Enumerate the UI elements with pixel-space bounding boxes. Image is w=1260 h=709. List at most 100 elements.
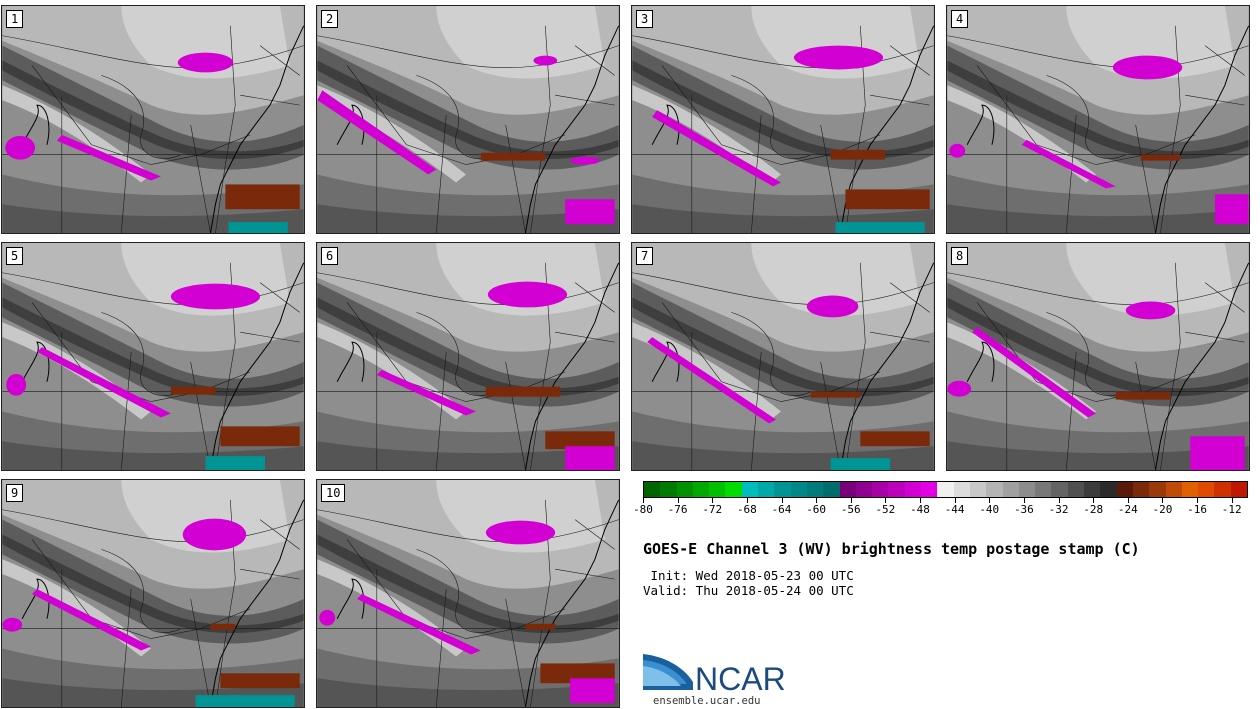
colorbar-tick [1231, 498, 1233, 503]
colorbar-swatch [758, 482, 775, 497]
map-panel-10: 10 [316, 479, 620, 708]
colorbar-swatch [1116, 482, 1133, 497]
colorbar-tick-label: -72 [702, 503, 723, 516]
map-panel-2: 2 [316, 5, 620, 234]
colorbar-tick [850, 498, 852, 503]
colorbar-tick [816, 498, 818, 503]
map-panel-1: 1 [1, 5, 305, 234]
panel-number: 3 [636, 10, 654, 28]
colorbar-swatch [823, 482, 840, 497]
ncar-logo: NCAR [643, 654, 786, 697]
colorbar-swatch [774, 482, 791, 497]
product-title: GOES-E Channel 3 (WV) brightness temp po… [643, 540, 1140, 558]
map-image [632, 6, 934, 233]
map-image [317, 480, 619, 707]
colorbar-tick-label: -64 [771, 503, 792, 516]
colorbar-tick [746, 498, 748, 503]
colorbar-swatch [676, 482, 693, 497]
colorbar-tick-label: -24 [1117, 503, 1138, 516]
colorbar-swatch [660, 482, 677, 497]
colorbar-swatch [1165, 482, 1182, 497]
colorbar-tick-label: -76 [667, 503, 688, 516]
colorbar-swatch [953, 482, 970, 497]
panel-number: 9 [6, 484, 24, 502]
panel-number: 5 [6, 247, 24, 265]
colorbar-swatch [709, 482, 726, 497]
colorbar-swatch [741, 482, 759, 497]
colorbar-tick-label: -52 [875, 503, 896, 516]
map-panel-4: 4 [946, 5, 1250, 234]
colorbar-swatches [643, 481, 1248, 498]
colorbar-tick-label: -12 [1221, 503, 1242, 516]
colorbar-swatch [855, 482, 873, 497]
colorbar-swatch [872, 482, 889, 497]
colorbar-swatch [1051, 482, 1068, 497]
colorbar-swatch [888, 482, 905, 497]
map-image [317, 243, 619, 470]
colorbar-tick [885, 498, 887, 503]
colorbar-swatch [1018, 482, 1036, 497]
valid-time: Valid: Thu 2018-05-24 00 UTC [643, 583, 854, 598]
map-panel-6: 6 [316, 242, 620, 471]
map-image [947, 243, 1249, 470]
map-panel-8: 8 [946, 242, 1250, 471]
panel-number: 6 [321, 247, 339, 265]
colorbar-tick-label: -20 [1152, 503, 1173, 516]
panel-number: 4 [951, 10, 969, 28]
panel-number: 8 [951, 247, 969, 265]
init-time: Init: Wed 2018-05-23 00 UTC [643, 568, 854, 583]
colorbar-swatch [1149, 482, 1166, 497]
logo-text: NCAR [695, 661, 786, 697]
colorbar-swatch [1198, 482, 1215, 497]
colorbar-tick [677, 498, 679, 503]
colorbar-swatch [1100, 482, 1117, 497]
colorbar-tick [1093, 498, 1095, 503]
map-image [317, 6, 619, 233]
colorbar-swatch [904, 482, 922, 497]
colorbar-swatch [1067, 482, 1085, 497]
colorbar-swatch [1035, 482, 1052, 497]
panel-number: 7 [636, 247, 654, 265]
colorbar-tick-label: -28 [1083, 503, 1104, 516]
colorbar-tick [1162, 498, 1164, 503]
map-panel-9: 9 [1, 479, 305, 708]
map-image [2, 243, 304, 470]
colorbar-swatch [937, 482, 954, 497]
colorbar-tick-label: -44 [944, 503, 965, 516]
colorbar-tick [920, 498, 921, 503]
colorbar-swatch [790, 482, 807, 497]
colorbar-tick-label: -40 [979, 503, 1000, 516]
colorbar-tick-label: -80 [633, 503, 653, 516]
colorbar-tick [781, 498, 783, 503]
map-image [2, 480, 304, 707]
panel-number: 2 [321, 10, 339, 28]
map-image [2, 6, 304, 233]
colorbar-swatch [1002, 482, 1019, 497]
colorbar-swatch [921, 482, 938, 497]
colorbar-tick-label: -60 [806, 503, 827, 516]
colorbar-tick-label: -16 [1187, 503, 1207, 516]
colorbar-tick-label: -68 [736, 503, 757, 516]
colorbar-tick [1197, 498, 1199, 503]
colorbar-swatch [725, 482, 742, 497]
colorbar-swatch [806, 482, 824, 497]
map-image [632, 243, 934, 470]
colorbar-tick [989, 498, 991, 503]
colorbar-swatch [1132, 482, 1150, 497]
colorbar-tick-label: -48 [910, 503, 930, 516]
colorbar-tick [712, 498, 714, 503]
colorbar-swatch [1214, 482, 1231, 497]
colorbar-tick-label: -36 [1013, 503, 1034, 516]
colorbar-swatch [969, 482, 987, 497]
colorbar-swatch [1181, 482, 1199, 497]
map-panel-3: 3 [631, 5, 935, 234]
panel-number: 10 [321, 484, 346, 502]
colorbar-tick [643, 498, 644, 503]
colorbar-swatch [692, 482, 710, 497]
panel-number: 1 [6, 10, 24, 28]
colorbar-tick-label: -32 [1048, 503, 1069, 516]
colorbar-swatch [986, 482, 1003, 497]
colorbar-tick [1127, 498, 1129, 503]
colorbar-swatch [1084, 482, 1101, 497]
map-panel-7: 7 [631, 242, 935, 471]
